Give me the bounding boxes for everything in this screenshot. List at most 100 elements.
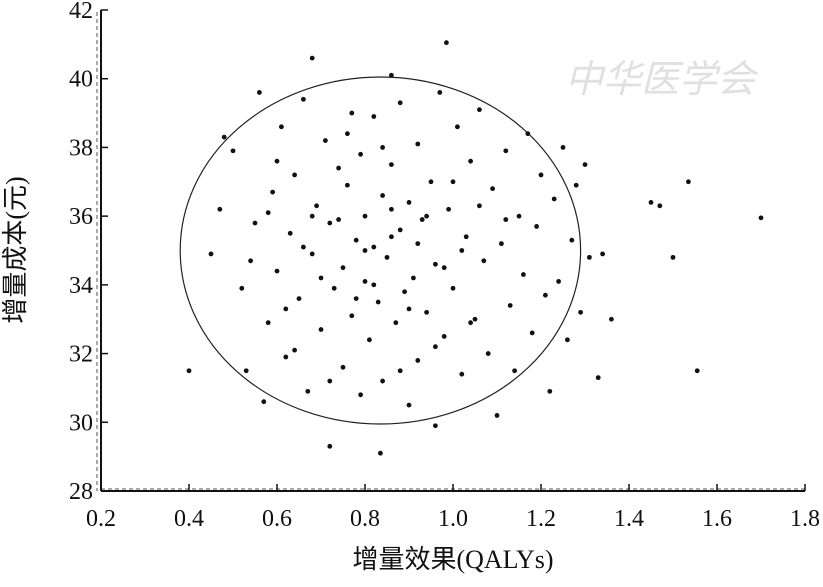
confidence-ellipse bbox=[179, 76, 582, 425]
point bbox=[411, 275, 416, 281]
point bbox=[305, 388, 311, 394]
point bbox=[309, 213, 315, 219]
point bbox=[485, 351, 491, 356]
point bbox=[397, 227, 403, 233]
point bbox=[587, 254, 592, 260]
x-axis-title: 增量效果(QALYs) bbox=[352, 545, 553, 574]
x-tick-label: 0.8 bbox=[350, 506, 380, 532]
point bbox=[463, 234, 469, 240]
y-axis-title: 增量成本(元) bbox=[1, 176, 30, 323]
point bbox=[296, 296, 302, 301]
point bbox=[444, 40, 449, 46]
point bbox=[569, 237, 575, 243]
point bbox=[318, 327, 324, 332]
x-tick-label: 1.2 bbox=[526, 506, 556, 532]
point bbox=[686, 179, 691, 185]
point bbox=[265, 210, 271, 216]
point bbox=[468, 320, 473, 326]
point bbox=[477, 107, 482, 113]
point bbox=[345, 131, 350, 137]
x-tick-label: 1.0 bbox=[438, 506, 468, 532]
point bbox=[283, 306, 289, 312]
point bbox=[525, 131, 531, 137]
point bbox=[261, 399, 267, 405]
point bbox=[327, 220, 333, 226]
x-tick-label: 0.2 bbox=[86, 506, 116, 532]
point bbox=[455, 124, 460, 130]
point bbox=[468, 158, 473, 164]
point bbox=[358, 151, 363, 157]
point bbox=[534, 224, 539, 229]
point bbox=[389, 72, 394, 78]
point bbox=[758, 215, 764, 221]
point bbox=[248, 258, 254, 264]
point bbox=[573, 182, 579, 188]
point bbox=[327, 443, 333, 449]
point bbox=[393, 320, 399, 326]
x-tick-label: 0.6 bbox=[262, 506, 292, 532]
y-tick-label: 38 bbox=[69, 135, 93, 161]
point bbox=[353, 237, 359, 243]
point bbox=[428, 179, 434, 185]
point bbox=[582, 162, 588, 168]
point bbox=[543, 292, 548, 298]
x-tick-label: 1.6 bbox=[702, 506, 732, 532]
point bbox=[551, 196, 557, 202]
point bbox=[472, 316, 478, 322]
point bbox=[670, 254, 676, 260]
y-tick-label: 30 bbox=[69, 410, 93, 436]
y-tick-label: 40 bbox=[69, 67, 93, 93]
point bbox=[301, 244, 306, 250]
point bbox=[362, 213, 368, 219]
point bbox=[270, 189, 275, 195]
point bbox=[406, 402, 412, 408]
point bbox=[477, 203, 482, 209]
point bbox=[349, 313, 355, 319]
point bbox=[380, 145, 385, 150]
point bbox=[459, 371, 465, 377]
point bbox=[507, 303, 513, 308]
point bbox=[565, 337, 570, 343]
point bbox=[380, 193, 385, 198]
point bbox=[252, 220, 258, 226]
point bbox=[331, 285, 337, 291]
point bbox=[389, 206, 394, 212]
point bbox=[274, 268, 280, 274]
point bbox=[538, 172, 544, 178]
point bbox=[419, 217, 425, 222]
point bbox=[402, 289, 407, 295]
point bbox=[503, 217, 509, 222]
point bbox=[318, 275, 324, 281]
point bbox=[345, 182, 350, 188]
point bbox=[327, 378, 333, 384]
point bbox=[424, 213, 429, 219]
y-tick-label: 32 bbox=[69, 342, 93, 368]
point bbox=[279, 124, 284, 130]
point bbox=[446, 206, 451, 212]
point bbox=[433, 423, 438, 429]
x-tick-label: 0.4 bbox=[174, 506, 204, 532]
point bbox=[512, 368, 517, 374]
point bbox=[314, 203, 319, 209]
point bbox=[415, 358, 421, 363]
point bbox=[380, 378, 385, 384]
point bbox=[371, 244, 377, 250]
x-tick-label: 1.8 bbox=[790, 506, 820, 532]
point bbox=[494, 413, 500, 418]
point bbox=[283, 354, 289, 360]
point bbox=[257, 90, 262, 95]
point bbox=[415, 241, 421, 247]
point bbox=[450, 285, 456, 291]
point bbox=[274, 158, 280, 164]
point bbox=[556, 279, 561, 284]
point bbox=[694, 368, 700, 374]
point bbox=[415, 141, 421, 147]
point bbox=[433, 344, 438, 350]
point bbox=[529, 330, 535, 336]
point bbox=[378, 450, 383, 456]
point bbox=[499, 241, 504, 247]
point bbox=[362, 248, 368, 253]
point bbox=[516, 213, 522, 219]
point bbox=[292, 172, 297, 178]
